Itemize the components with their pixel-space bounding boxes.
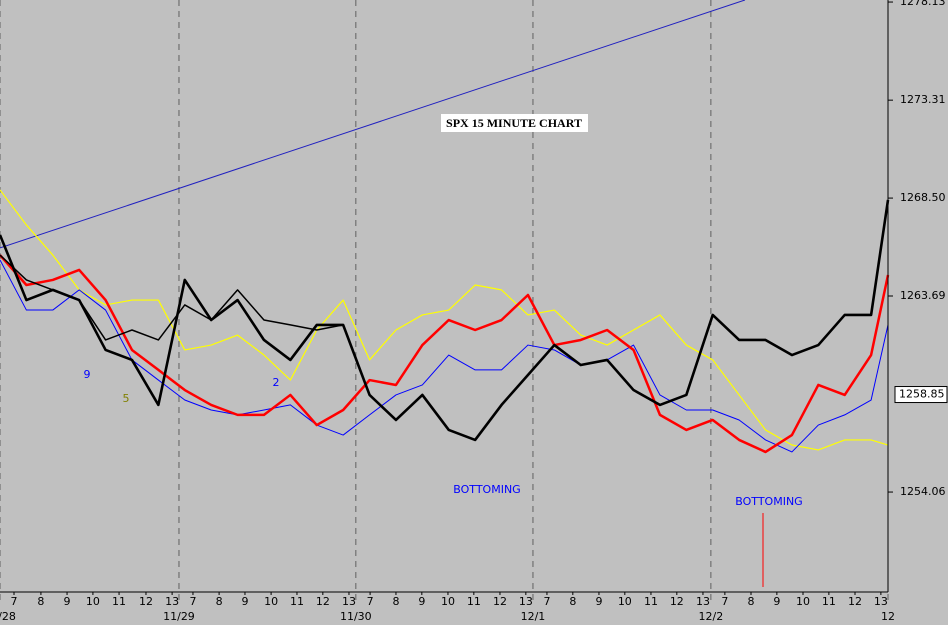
series-line [0, 259, 889, 453]
x-tick-label: 8 [392, 595, 399, 608]
x-tick-label: 10 [618, 595, 632, 608]
x-tick-label: 9 [241, 595, 248, 608]
x-tick-label: 13 [519, 595, 533, 608]
x-tick-label: 10 [264, 595, 278, 608]
x-tick-label: 8 [216, 595, 223, 608]
x-tick-label: 9 [64, 595, 71, 608]
x-tick-label: 13 [696, 595, 710, 608]
x-tick-label: 13 [874, 595, 888, 608]
x-tick-label: 8 [569, 595, 576, 608]
x-tick-label: 7 [189, 595, 196, 608]
x-tick-label: 10 [796, 595, 810, 608]
x-tick-label: 7 [543, 595, 550, 608]
x-tick-label: 11 [644, 595, 658, 608]
chart-title: SPX 15 MINUTE CHART [446, 116, 582, 130]
annotation: 9 [84, 368, 91, 381]
trendline [0, 0, 746, 249]
date-label: 11/29 [163, 610, 195, 623]
x-tick-label: 13 [165, 595, 179, 608]
x-tick-label: 8 [747, 595, 754, 608]
x-tick-label: 13 [342, 595, 356, 608]
title-box [441, 114, 588, 132]
y-tick-label: 1268.50 [900, 191, 946, 204]
x-tick-label: 10 [86, 595, 100, 608]
series-line [0, 199, 890, 442]
y-tick-label: 1254.06 [900, 485, 946, 498]
y-tick-label: 1263.69 [900, 289, 946, 302]
series-line [0, 254, 890, 454]
x-tick-label: 8 [37, 595, 44, 608]
y-tick-label: 1273.31 [900, 93, 946, 106]
annotation: 2 [273, 376, 280, 389]
x-tick-label: 9 [773, 595, 780, 608]
y-tick-label: 1278.13 [900, 0, 946, 8]
series-line [0, 189, 889, 451]
x-tick-label: 12 [848, 595, 862, 608]
x-tick-label: 7 [721, 595, 728, 608]
last-value-box [894, 386, 948, 404]
date-label: 11/30 [340, 610, 372, 623]
x-tick-label: 11 [467, 595, 481, 608]
annotation: BOTTOMING [735, 495, 802, 508]
x-tick-label: 11 [290, 595, 304, 608]
x-tick-label: 9 [418, 595, 425, 608]
date-label: 12/2 [699, 610, 724, 623]
annotation: 5 [123, 392, 130, 405]
x-tick-label: 10 [441, 595, 455, 608]
x-tick-label: 12 [316, 595, 330, 608]
x-tick-label: 12 [139, 595, 153, 608]
date-label: 11/28 [0, 610, 16, 623]
date-label: 12 [881, 610, 895, 623]
last-value-label: 1258.85 [899, 388, 945, 401]
lines-layer [0, 0, 890, 454]
x-tick-label: 9 [595, 595, 602, 608]
x-tick-label: 11 [112, 595, 126, 608]
x-tick-label: 7 [367, 595, 374, 608]
x-tick-label: 11 [822, 595, 836, 608]
x-tick-label: 7 [10, 595, 17, 608]
annotation: BOTTOMING [453, 483, 520, 496]
x-tick-label: 12 [670, 595, 684, 608]
date-label: 12/1 [521, 610, 546, 623]
x-tick-label: 12 [493, 595, 507, 608]
